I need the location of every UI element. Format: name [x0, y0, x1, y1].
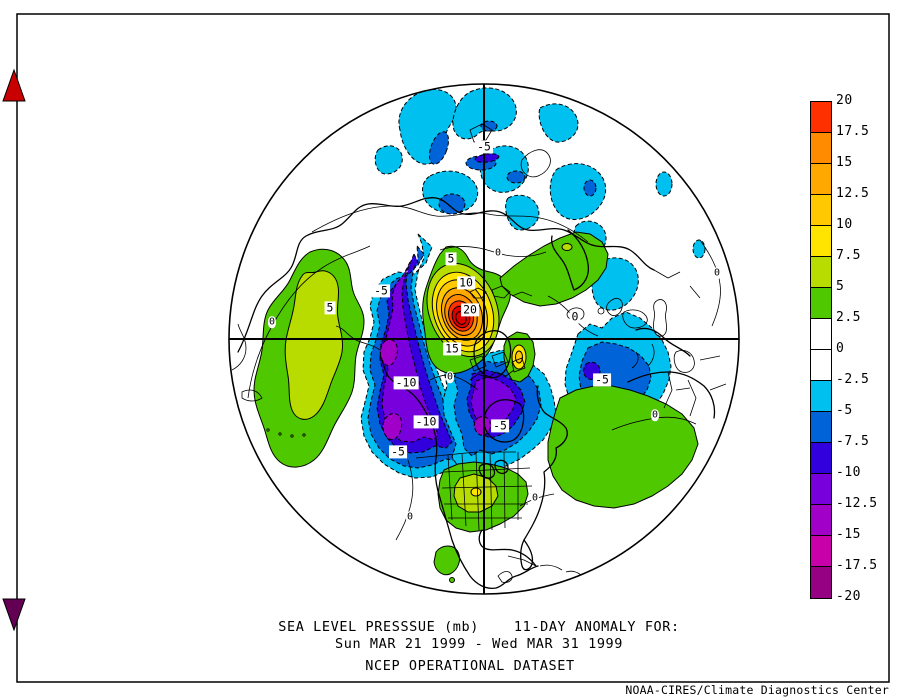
colorbar-tick-label: -15	[836, 527, 861, 543]
map-title: SEA LEVEL PRESSSUE (mb) 11-DAY ANOMALY F…	[278, 619, 680, 635]
contour-label: 15	[443, 341, 461, 356]
contour-label: -10	[393, 375, 419, 390]
colorbar-segment	[811, 257, 831, 288]
colorbar-segment	[811, 226, 831, 257]
colorbar-segment	[811, 195, 831, 226]
colorbar-segment	[811, 505, 831, 536]
colorbar-tick-label: 0	[836, 341, 845, 357]
colorbar-segment	[811, 412, 831, 443]
contour-label: -10	[413, 414, 439, 429]
contour-label: -5	[491, 418, 509, 433]
colorbar-segment	[811, 474, 831, 505]
map-boundary-circle	[228, 83, 740, 595]
colorbar-tick-label: -20	[836, 589, 861, 605]
contour-label: 0	[569, 309, 581, 324]
colorbar-segment	[811, 288, 831, 319]
colorbar-tick-label: -10	[836, 465, 861, 481]
colorbar-segment	[811, 536, 831, 567]
colorbar-tick-label: 7.5	[836, 248, 861, 264]
colorbar-segment	[811, 319, 831, 350]
contour-label: 0	[405, 511, 415, 523]
contour-label: 0	[445, 371, 455, 383]
contour-label: 0	[712, 267, 722, 279]
colorbar-arrow-up-icon	[2, 69, 26, 102]
colorbar-tick-label: -17.5	[836, 558, 878, 574]
pole-crosshair	[229, 84, 739, 594]
contour-label: -5	[372, 283, 390, 298]
colorbar-tick-label: 2.5	[836, 310, 861, 326]
contour-label: 0	[267, 316, 277, 328]
colorbar-arrow-down-icon	[2, 598, 26, 631]
colorbar-tick-label: -12.5	[836, 496, 878, 512]
contour-label: -5	[475, 139, 493, 154]
colorbar-tick-label: 10	[836, 217, 853, 233]
colorbar-tick-label: 15	[836, 155, 853, 171]
colorbar-segment	[811, 102, 831, 133]
colorbar-tick-label: -7.5	[836, 434, 870, 450]
credit-line: NOAA-CIRES/Climate Diagnostics Center	[625, 683, 889, 697]
colorbar-segment	[811, 567, 831, 598]
contour-label: 0	[530, 492, 540, 504]
contour-label: 5	[324, 300, 336, 315]
contour-label: -5	[593, 372, 611, 387]
plot-frame	[16, 13, 890, 683]
colorbar-tick-label: 20	[836, 93, 853, 109]
contour-label: 0	[493, 247, 503, 259]
contour-label: -5	[389, 444, 407, 459]
map-contents	[229, 84, 739, 594]
colorbar-segment	[811, 164, 831, 195]
colorbar-segment	[811, 350, 831, 381]
colorbar-tick-label: -2.5	[836, 372, 870, 388]
colorbar-tick-label: 17.5	[836, 124, 870, 140]
colorbar-segment	[811, 133, 831, 164]
colorbar-tick-label: 5	[836, 279, 845, 295]
colorbar-segments	[810, 101, 832, 599]
colorbar-tick-label: -5	[836, 403, 853, 419]
contour-label: 5	[445, 251, 457, 266]
contour-label: 20	[461, 302, 479, 317]
dataset-label: NCEP OPERATIONAL DATASET	[365, 658, 575, 674]
contour-label: 10	[457, 275, 475, 290]
colorbar-tick-label: 12.5	[836, 186, 870, 202]
contour-label: 0	[650, 409, 660, 421]
map-date-range: Sun MAR 21 1999 - Wed MAR 31 1999	[334, 636, 624, 652]
colorbar-segment	[811, 381, 831, 412]
colorbar-segment	[811, 443, 831, 474]
